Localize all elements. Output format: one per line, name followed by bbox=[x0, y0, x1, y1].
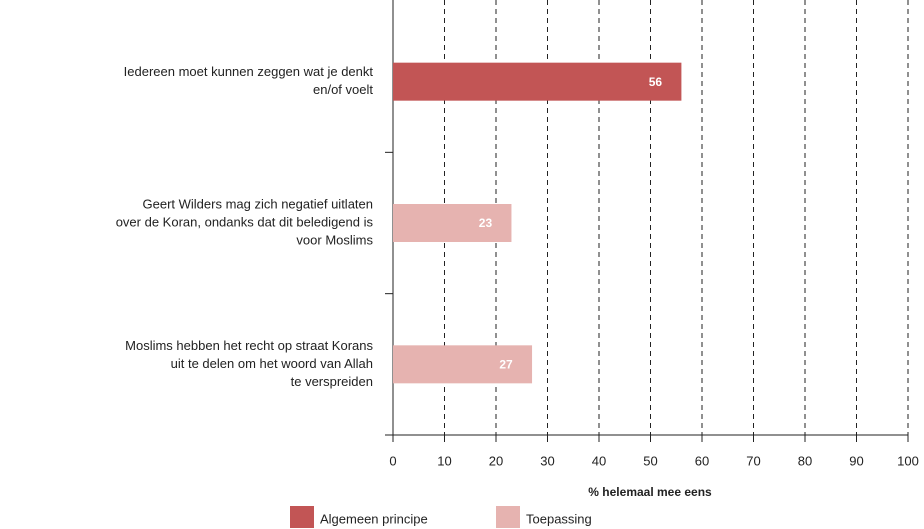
x-tick-label: 60 bbox=[695, 453, 709, 468]
value-label: 23 bbox=[479, 216, 493, 230]
y-tick-label: Iedereen moet kunnen zeggen wat je denkt bbox=[124, 64, 374, 79]
x-axis-label: % helemaal mee eens bbox=[588, 485, 712, 499]
x-tick-label: 40 bbox=[592, 453, 606, 468]
x-tick-label: 10 bbox=[437, 453, 451, 468]
y-tick-label: te verspreiden bbox=[291, 374, 373, 389]
legend-label: Toepassing bbox=[526, 511, 592, 526]
bar bbox=[393, 62, 682, 101]
y-tick-label: Geert Wilders mag zich negatief uitlaten bbox=[143, 196, 374, 211]
bar bbox=[393, 345, 533, 384]
x-tick-label: 90 bbox=[849, 453, 863, 468]
x-tick-label: 70 bbox=[746, 453, 760, 468]
y-tick-label: Moslims hebben het recht op straat Koran… bbox=[125, 338, 373, 353]
legend-label: Algemeen principe bbox=[320, 511, 428, 526]
bar bbox=[393, 204, 512, 242]
legend-swatch bbox=[496, 506, 520, 528]
x-tick-label: 100 bbox=[897, 453, 919, 468]
y-tick-label: over de Koran, ondanks dat dit beledigen… bbox=[116, 214, 374, 229]
value-label: 27 bbox=[499, 358, 513, 372]
y-tick-label: en/of voelt bbox=[313, 82, 373, 97]
y-tick-label: uit te delen om het woord van Allah bbox=[171, 356, 373, 371]
x-tick-label: 30 bbox=[540, 453, 554, 468]
y-tick-label: voor Moslims bbox=[296, 232, 373, 247]
value-label: 56 bbox=[649, 75, 663, 89]
x-tick-label: 0 bbox=[389, 453, 396, 468]
x-tick-label: 20 bbox=[489, 453, 503, 468]
x-tick-label: 80 bbox=[798, 453, 812, 468]
legend-swatch bbox=[290, 506, 314, 528]
x-tick-label: 50 bbox=[643, 453, 657, 468]
